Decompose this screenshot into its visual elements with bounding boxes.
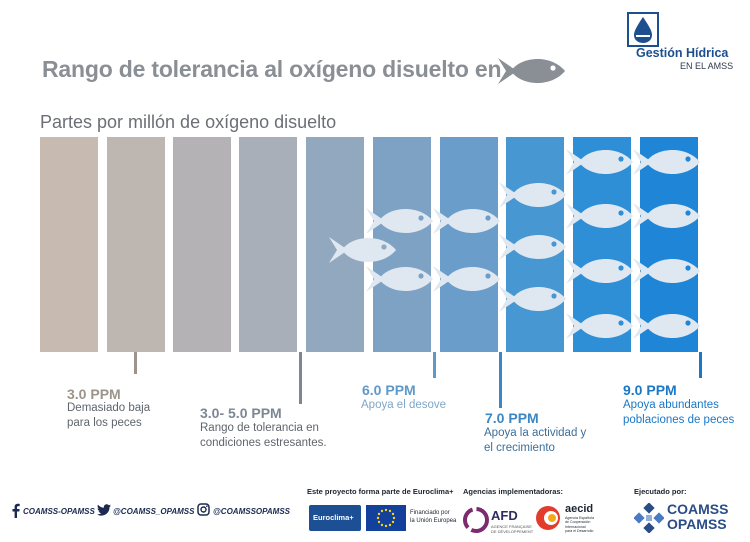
logo-name: Gestión Hídrica	[636, 46, 729, 60]
ppm-label: 6.0 PPM	[362, 382, 416, 398]
leader-line	[299, 352, 302, 404]
twitter-icon[interactable]	[97, 504, 111, 516]
aecid-name: aecid	[565, 503, 594, 515]
fish-icon	[566, 258, 633, 284]
level-description: Demasiado baja para los peces	[67, 402, 151, 429]
fish-icon	[433, 208, 500, 234]
eu-funding-note: Financiado por la Unión Europea	[410, 510, 457, 524]
eu-flag-icon	[366, 505, 406, 531]
oxygen-bar	[107, 137, 165, 352]
fish-icon	[566, 203, 633, 229]
fish-icon	[433, 266, 500, 292]
coamss-opamss-name: COAMSS OPAMSS	[667, 501, 729, 532]
euroclima-label: Este proyecto forma parte de Euroclima+	[307, 487, 454, 496]
leader-line	[433, 352, 436, 378]
ppm-label: 9.0 PPM	[623, 382, 677, 398]
aecid-logo-icon	[536, 506, 560, 530]
ppm-label: 7.0 PPM	[485, 410, 539, 426]
fish-icon	[633, 149, 700, 175]
agencies-label: Agencias implementadoras:	[463, 487, 564, 496]
logo-subtitle: EN EL AMSS	[680, 61, 734, 71]
leader-line	[499, 352, 502, 408]
afd-name: AFD	[491, 508, 518, 523]
leader-line	[134, 352, 137, 374]
social-facebook-handle[interactable]: COAMSS-OPAMSS	[23, 507, 95, 516]
fish-icon	[366, 208, 433, 234]
leader-line	[699, 352, 702, 378]
fish-icon	[633, 258, 700, 284]
fish-icon	[633, 313, 700, 339]
level-description: Apoya abundantes poblaciones de peces	[623, 399, 735, 426]
social-instagram-handle[interactable]: @COAMSSOPAMSS	[213, 507, 290, 516]
level-description: Rango de tolerancia en condiciones estres…	[200, 422, 327, 449]
oxygen-bar	[173, 137, 231, 352]
oxygen-bar	[239, 137, 297, 352]
fish-icon	[566, 149, 633, 175]
aecid-note: Agencia Española de Cooperación Internaci…	[565, 516, 594, 534]
euroclima-logo: Euroclima+	[309, 505, 361, 531]
coamss-logo-icon	[634, 503, 664, 533]
executed-by-label: Ejecutado por:	[634, 487, 687, 496]
chart-subtitle: Partes por millón de oxígeno disuelto	[40, 112, 337, 132]
instagram-icon[interactable]	[197, 503, 210, 516]
afd-note: AGENCE FRANÇAISE DE DÉVELOPPEMENT	[491, 524, 534, 534]
page-title: Rango de tolerancia al oxígeno disuelto …	[42, 56, 502, 82]
fish-icon	[498, 58, 565, 84]
social-twitter-handle[interactable]: @COAMSS_OPAMSS	[113, 507, 195, 516]
oxygen-bar	[40, 137, 98, 352]
fish-icon	[499, 286, 566, 312]
fish-icon	[633, 203, 700, 229]
level-description: Apoya la actividad y el crecimiento	[484, 427, 587, 454]
fish-icon	[366, 266, 433, 292]
oxygen-bar	[440, 137, 498, 352]
afd-logo-icon	[463, 507, 489, 533]
ppm-label: 3.0 PPM	[67, 386, 121, 402]
fish-icon	[499, 182, 566, 208]
gestion-hidrica-logo-icon	[627, 12, 659, 47]
fish-icon	[566, 313, 633, 339]
facebook-icon[interactable]	[12, 503, 20, 518]
ppm-label: 3.0- 5.0 PPM	[200, 405, 282, 421]
fish-icon	[329, 237, 396, 263]
fish-icon	[499, 234, 566, 260]
level-description: Apoya el desove	[361, 399, 447, 411]
